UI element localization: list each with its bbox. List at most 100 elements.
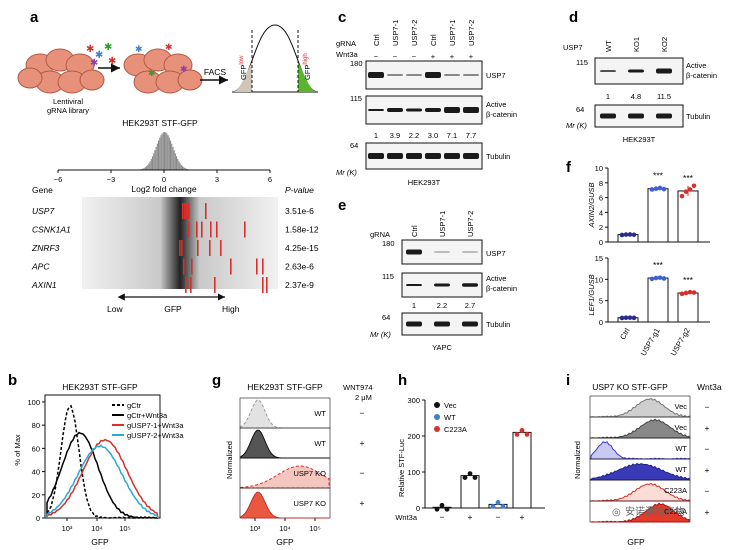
g-row-label: WT: [314, 409, 326, 418]
c-wnt3a-label: Wnt3a: [336, 50, 359, 59]
guide-mark: [266, 277, 268, 293]
gfp-high-label: GFPhigh: [303, 53, 312, 80]
f-point: [631, 315, 637, 321]
blot-band: [462, 321, 478, 327]
i-title: USP7 KO STF-GFP: [592, 382, 668, 392]
lane-label: KO2: [660, 37, 669, 52]
panel-g: g HEK293T STF-GFP WNT974 2 μM Normalized…: [212, 372, 373, 547]
i-histograms: Vec − Vec + WT − WT + C223A − C223A +: [589, 395, 710, 523]
lane-label: WT: [604, 40, 613, 52]
panel-a-title: HEK293T STF-GFP: [122, 118, 198, 128]
blot-band: [368, 109, 384, 111]
g-xtick-label: 10³: [250, 524, 261, 533]
g-row-label: USP7 KO: [293, 499, 326, 508]
c-blot-tub: [365, 142, 483, 170]
gene-name: AXIN1: [31, 280, 57, 290]
h-point: [434, 506, 440, 512]
f-point: [661, 186, 667, 192]
band-quant: 7.1: [447, 131, 457, 140]
h-ytick-label: 100: [407, 468, 420, 477]
guide-mark: [191, 258, 193, 275]
b-histogram-line: [46, 444, 159, 519]
f-bar: [677, 292, 699, 323]
svg-text:✱: ✱: [165, 42, 173, 52]
f-point: [657, 185, 663, 191]
lane-label: USP7-2: [467, 20, 476, 46]
blot-band: [462, 251, 478, 253]
gene-pval: 4.25e-15: [285, 243, 319, 253]
band-quant: 3.9: [390, 131, 400, 140]
f-ytick-label: 5: [599, 297, 603, 306]
hist-bar: [173, 150, 175, 170]
b-legend-label: gUSP7-2+Wnt3a: [127, 431, 184, 440]
c-lane-headers: Ctrl USP7-1 USP7-2 Ctrl USP7-1 USP7-2 − − − + + +: [372, 20, 476, 61]
guide-mark: [196, 221, 198, 238]
b-xtick-label: 10⁵: [119, 524, 130, 533]
e-band-tub: Tubulin: [486, 320, 510, 329]
hist-bar: [179, 163, 181, 170]
hist-bar: [147, 164, 149, 170]
d-mw-64: 64: [576, 105, 584, 114]
lane-label: USP7-2: [410, 20, 419, 46]
blot-band: [656, 68, 672, 74]
hist-bar: [150, 158, 152, 170]
b-plot-frame: [44, 394, 161, 519]
e-band-bcat-1: Active: [486, 274, 506, 283]
h-wnt3a-sign: −: [440, 512, 445, 522]
guide-mark: [205, 203, 207, 219]
lane-treatment: −: [374, 52, 379, 61]
f-point: [619, 232, 625, 238]
h-point: [500, 504, 506, 509]
hist-bar: [167, 135, 169, 170]
f-category-label: USP7-g2: [669, 327, 692, 358]
lentiviral-label-1: Lentiviral: [53, 97, 83, 106]
hist-bar: [164, 132, 166, 170]
hist-xlabel: Log2 fold change: [131, 184, 196, 194]
f-bottom-ylabel: LEF1/GUSB: [587, 274, 596, 315]
f-bar: [677, 190, 699, 243]
b-title: HEK293T STF-GFP: [62, 382, 138, 392]
guide-mark: [209, 240, 211, 256]
hist-tick-label: 3: [215, 175, 219, 184]
lane-label: USP7-1: [438, 211, 447, 237]
h-point: [519, 428, 525, 433]
g-xtick-label: 10⁴: [279, 524, 291, 533]
f-bar: [647, 188, 669, 243]
i-xlabel: GFP: [627, 537, 645, 547]
f-point: [627, 232, 633, 237]
band-quant: 7.7: [466, 131, 476, 140]
h-legend-label: C223A: [444, 425, 467, 434]
f-point: [687, 187, 693, 192]
f-point: [687, 289, 693, 295]
lane-treatment: +: [431, 52, 436, 61]
f-point: [661, 276, 667, 281]
h-point: [490, 504, 496, 509]
g-row-sign: +: [360, 438, 365, 448]
b-legend-label: gUSP7-1+Wnt3a: [127, 421, 184, 430]
pval-header: P-value: [285, 185, 314, 195]
guide-mark: [216, 221, 218, 238]
band-quant: 4.8: [631, 92, 641, 101]
i-histogram: [590, 418, 690, 439]
panel-d: d USP7 WT KO1 KO2 115 64 Mr (K) Active β-c…: [563, 9, 717, 144]
gfp-low-label: GFPlow: [239, 55, 248, 80]
f-point: [679, 291, 685, 297]
guide-mark: [262, 277, 264, 293]
gene-name: ZNRF3: [31, 243, 60, 253]
h-bar: [460, 475, 480, 509]
blot-band: [463, 74, 479, 76]
hist-bar: [177, 158, 179, 170]
f-point: [683, 189, 689, 194]
h-bar: [512, 431, 532, 509]
e-cell: YAPC: [432, 343, 452, 352]
blot-band: [600, 113, 616, 119]
panel-letter-d: d: [569, 9, 578, 26]
gene-pval: 2.63e-6: [285, 262, 314, 272]
h-wnt3a-sign: +: [468, 512, 473, 522]
band-quant: 11.5: [657, 92, 671, 101]
blot-band: [425, 153, 441, 159]
hist-bar: [182, 166, 184, 170]
hist-bar: [152, 156, 154, 170]
blot-band: [656, 113, 672, 119]
